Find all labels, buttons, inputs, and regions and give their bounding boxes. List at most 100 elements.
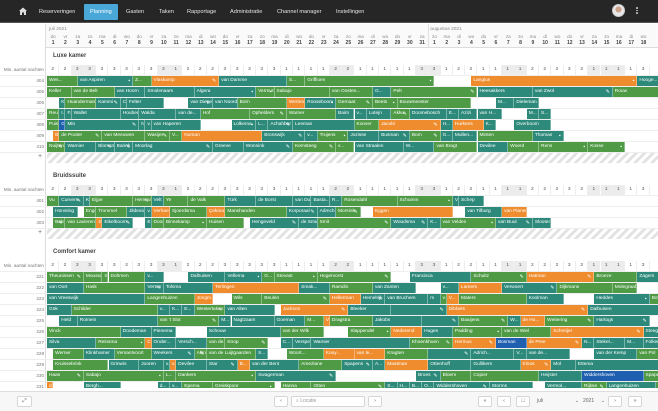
reservation-bar[interactable]: Nagtzaam	[231, 316, 275, 326]
min-nights-cell[interactable]: 1	[441, 185, 453, 195]
reservation-bar[interactable]: Jacobi ✎	[379, 120, 441, 130]
min-nights-cell[interactable]: 1	[404, 65, 416, 75]
day-column-header[interactable]: za 31	[416, 34, 428, 46]
reservation-bar[interactable]: van Pol▪	[637, 349, 658, 359]
reservation-bar[interactable]: v...	[440, 294, 447, 304]
reservation-bar[interactable]: Jackson ✎	[280, 305, 349, 315]
reservation-bar[interactable]: S...	[96, 218, 103, 228]
reservation-bar[interactable]: Swagerman ✎	[256, 371, 337, 381]
reservation-bar[interactable]: van Noord	[213, 98, 238, 108]
reservation-bar[interactable]: Admch...	[317, 207, 337, 217]
min-nights-cell[interactable]: 3	[268, 261, 281, 271]
reservation-bar[interactable]: van Zanten	[372, 283, 416, 293]
reservation-bar[interactable]: van Zwol ✎	[532, 87, 613, 97]
min-nights-cell[interactable]: 3	[244, 261, 257, 271]
day-column-header[interactable]: wo 4	[465, 34, 477, 46]
day-column-header[interactable]: vr 13	[576, 34, 588, 46]
reservation-bar[interactable]: d.	[47, 382, 54, 388]
reservation-bar[interactable]: E...	[182, 305, 195, 315]
min-nights-cell[interactable]: 1	[625, 261, 638, 271]
reservation-bar[interactable]: Curvers ✎	[59, 196, 84, 206]
expand-button[interactable]: ⤢	[17, 396, 32, 407]
reservation-bar[interactable]: Goeman	[274, 316, 306, 326]
min-nights-cell[interactable]: 1	[355, 65, 367, 75]
reservation-bar[interactable]: C...	[280, 338, 293, 348]
reservation-bar[interactable]: Rouw	[612, 87, 658, 97]
min-nights-cell[interactable]: 3	[637, 261, 650, 271]
reservation-bar[interactable]: Adrich...	[471, 349, 515, 359]
day-column-header[interactable]: do 5	[478, 34, 490, 46]
reservation-bar[interactable]: Amezlane	[299, 360, 343, 370]
reservation-bar[interactable]: Pienema	[151, 327, 177, 337]
reservation-bar[interactable]: van Dun	[293, 196, 312, 206]
home-icon[interactable]	[18, 6, 28, 16]
reservation-bar[interactable]: Kemsteeg ✎	[293, 142, 337, 152]
reservation-bar[interactable]: Vu	[47, 196, 60, 206]
min-nights-cell[interactable]: 1	[404, 261, 416, 271]
reservation-bar[interactable]: Boven	[649, 294, 658, 304]
min-nights-cell[interactable]: 2	[195, 65, 207, 75]
min-nights-cell[interactable]: 1	[612, 261, 626, 271]
min-nights-cell[interactable]: 1	[514, 185, 527, 195]
reservation-bar[interactable]: Schep	[459, 196, 484, 206]
reservation-bar[interactable]: B...	[237, 360, 250, 370]
min-nights-cell[interactable]: 3	[71, 65, 84, 75]
reservation-bar[interactable]: Heddes ▪	[594, 294, 650, 304]
reservation-bar[interactable]: Binnekamp ▪	[163, 218, 207, 228]
first-page-button[interactable]: «	[478, 396, 492, 407]
day-column-header[interactable]: ma 2	[441, 34, 453, 46]
reservation-bar[interactable]: Onder...	[151, 338, 177, 348]
reservation-bar[interactable]: Vlaskamp ✎	[151, 76, 220, 86]
day-column-header[interactable]: zo 8	[514, 34, 526, 46]
min-nights-cell[interactable]: 2	[329, 261, 343, 271]
reservation-bar[interactable]: Bronswijk ✎	[262, 131, 306, 141]
min-nights-cell[interactable]: 3	[109, 65, 121, 75]
nav-item-gasten[interactable]: Gasten	[126, 9, 145, 15]
reservation-bar[interactable]: v...	[163, 360, 170, 370]
reservation-bar[interactable]: Koolman	[526, 294, 564, 304]
add-room-icon[interactable]: +	[38, 153, 43, 160]
reservation-bar[interactable]: Hugen	[422, 327, 453, 337]
reservation-bar[interactable]: de Pooter ✎	[59, 131, 103, 141]
reservation-bar[interactable]: Thomas ▪	[532, 131, 564, 141]
day-column-header[interactable]: vr 2	[59, 34, 71, 46]
min-nights-cell[interactable]: 2	[539, 185, 552, 195]
min-nights-cell[interactable]: 2	[465, 65, 478, 75]
min-nights-cell[interactable]: 2	[453, 185, 466, 195]
reservation-bar[interactable]: Gernaat ✎	[336, 98, 373, 108]
add-room-row[interactable]	[47, 229, 658, 239]
min-nights-cell[interactable]: 3	[232, 261, 244, 271]
day-column-header[interactable]: zo 18	[256, 34, 268, 46]
min-nights-cell[interactable]: 3	[133, 65, 146, 75]
reservation-bar[interactable]: van Damme	[219, 76, 287, 86]
reservation-bar[interactable]: Keller	[47, 87, 72, 97]
reservation-bar[interactable]: Born	[237, 98, 287, 108]
min-nights-cell[interactable]: 1	[170, 261, 183, 271]
reservation-bar[interactable]: N...	[139, 120, 146, 130]
reservation-bar[interactable]: Puis...	[47, 120, 60, 130]
reservation-bar[interactable]: Blomsma✎	[96, 142, 115, 152]
min-nights-cell[interactable]: 3	[157, 65, 170, 75]
min-nights-cell[interactable]: 3	[416, 185, 429, 195]
min-nights-cell[interactable]: 1	[588, 185, 601, 195]
reservation-bar[interactable]: van Meeuwen	[102, 131, 146, 141]
reservation-bar[interactable]: Beets ▪	[372, 98, 398, 108]
reservation-bar[interactable]: van der Wilk	[280, 327, 324, 337]
reservation-bar[interactable]: G...	[372, 87, 392, 97]
day-column-header[interactable]: zo 4	[84, 34, 96, 46]
reservation-bar[interactable]: van Buul ✎	[495, 218, 533, 228]
reservation-bar[interactable]: Zagers	[637, 272, 658, 282]
min-nights-cell[interactable]: 2	[465, 185, 478, 195]
reservation-bar[interactable]: E...	[446, 109, 460, 119]
reservation-bar[interactable]: Hemelrijk ✎	[360, 294, 386, 304]
min-nights-cell[interactable]: 1	[502, 261, 515, 271]
reservation-bar[interactable]: Schreijer ✎	[551, 327, 644, 337]
reservation-bar[interactable]: M...	[495, 98, 515, 108]
min-nights-cell[interactable]: 2	[342, 65, 355, 75]
min-nights-cell[interactable]: 1	[404, 185, 416, 195]
reservation-bar[interactable]: S...	[286, 76, 306, 86]
day-column-header[interactable]: vr 9	[145, 34, 157, 46]
reservation-bar[interactable]: Wasijer ✎	[145, 131, 170, 141]
min-nights-cell[interactable]: 3	[96, 65, 109, 75]
min-nights-cell[interactable]: 1	[391, 261, 404, 271]
